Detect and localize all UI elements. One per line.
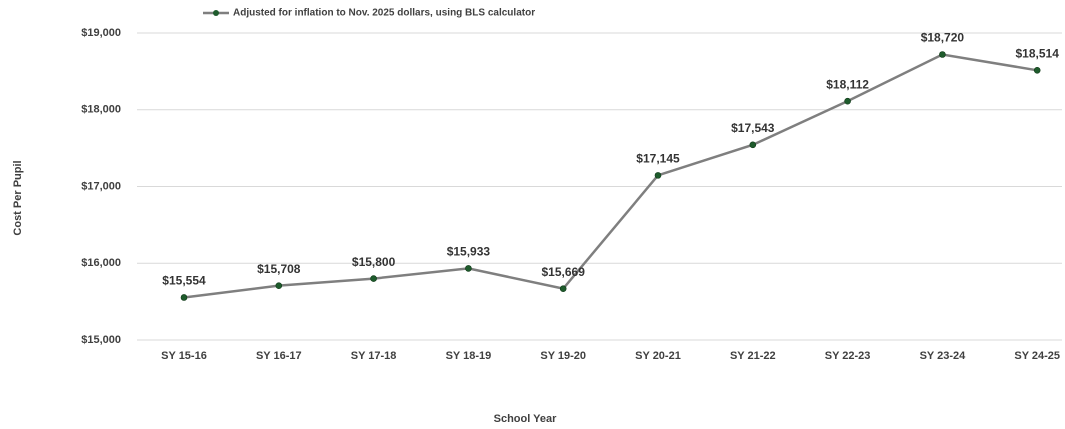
x-tick-label: SY 24-25 <box>1014 350 1060 362</box>
x-axis-title: School Year <box>494 413 557 425</box>
data-label: $18,514 <box>1016 46 1060 60</box>
data-label: $15,708 <box>257 262 301 276</box>
data-point <box>370 275 377 282</box>
x-tick-label: SY 20-21 <box>635 350 681 362</box>
x-tick-label: SY 19-20 <box>540 350 586 362</box>
data-point <box>465 265 472 272</box>
x-tick-label: SY 22-23 <box>825 350 871 362</box>
x-tick-label: SY 17-18 <box>351 350 397 362</box>
y-tick-label: $19,000 <box>81 27 121 39</box>
data-label: $17,145 <box>636 152 680 166</box>
data-label: $18,720 <box>921 31 965 45</box>
series-line <box>183 53 1038 299</box>
data-point <box>749 141 757 149</box>
data-point <box>180 294 188 301</box>
data-point <box>559 285 567 292</box>
y-tick-label: $18,000 <box>81 104 121 116</box>
y-axis-title: Cost Per Pupil <box>12 160 24 235</box>
data-label: $15,800 <box>352 255 396 269</box>
data-point <box>939 51 946 58</box>
x-tick-label: SY 15-16 <box>161 350 207 362</box>
data-point <box>275 282 283 289</box>
x-tick-label: SY 18-19 <box>446 350 492 362</box>
y-tick-label: $16,000 <box>81 257 121 269</box>
data-point <box>654 172 662 179</box>
y-tick-label: $17,000 <box>81 180 121 192</box>
legend-label: Adjusted for inflation to Nov. 2025 doll… <box>233 8 535 19</box>
data-label: $17,543 <box>731 121 775 135</box>
x-tick-label: SY 23-24 <box>920 350 967 362</box>
x-tick-label: SY 16-17 <box>256 350 302 362</box>
data-label: $15,554 <box>162 274 206 288</box>
data-label: $15,669 <box>542 265 586 279</box>
x-tick-label: SY 21-22 <box>730 350 776 362</box>
data-point <box>844 97 851 105</box>
y-tick-label: $15,000 <box>81 334 121 346</box>
data-label: $18,112 <box>826 77 869 91</box>
data-point <box>1033 67 1041 74</box>
data-label: $15,933 <box>447 245 491 259</box>
legend-marker <box>213 10 219 16</box>
